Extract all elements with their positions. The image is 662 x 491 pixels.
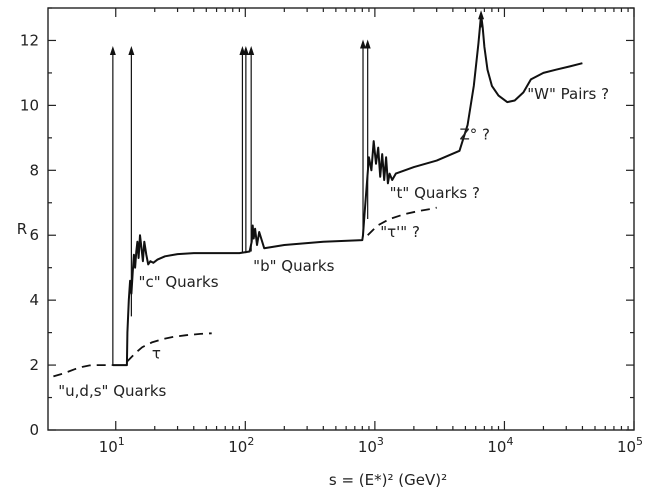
resonance-arrow-head: [109, 45, 116, 55]
x-tick-exponent: 1: [118, 435, 125, 448]
y-tick-label: 0: [29, 421, 39, 439]
x-tick-label: 102: [228, 435, 254, 456]
annotation-label: "c" Quarks: [139, 273, 219, 291]
annotation-label: Z° ?: [460, 125, 491, 143]
annotation-label: "b" Quarks: [253, 257, 334, 275]
dashed-curve-1: [53, 364, 113, 378]
dashed-curve-2: [126, 332, 212, 363]
y-tick-label: 2: [29, 356, 39, 374]
y-tick-label: 8: [29, 161, 39, 179]
annotation-label: "τ'" ?: [380, 223, 420, 241]
x-tick-label: 104: [487, 435, 513, 456]
r-ratio-curve: [112, 13, 583, 367]
x-tick-label: 103: [358, 435, 384, 456]
resonance-arrow-head: [242, 45, 249, 55]
x-tick-exponent: 5: [636, 435, 643, 448]
y-tick-label: 4: [29, 291, 39, 309]
x-tick-exponent: 3: [377, 435, 384, 448]
x-tick-exponent: 2: [247, 435, 254, 448]
x-axis-label: s = (E*)² (GeV)²: [329, 471, 447, 489]
annotation-label: τ: [152, 345, 161, 363]
resonance-arrow-head: [364, 39, 371, 49]
x-tick-label: 105: [617, 435, 643, 456]
y-tick-label: 10: [20, 96, 39, 114]
annotation-label: "W" Pairs ?: [527, 85, 609, 103]
annotation-label: "u,d,s" Quarks: [58, 382, 166, 400]
annotations: "u,d,s" Quarks τ "c" Quarks "b" Quarks "τ'" …: [58, 85, 609, 400]
chart-marks: [53, 10, 583, 378]
y-tick-label: 12: [20, 31, 39, 49]
resonance-arrow-head: [128, 45, 135, 55]
resonance-arrow-head: [360, 39, 367, 49]
x-tick-label: 101: [99, 435, 125, 456]
y-axis-label: R: [17, 220, 27, 238]
resonance-arrow-head: [248, 45, 255, 55]
plot-frame: [47, 7, 635, 431]
annotation-label: "t" Quarks ?: [390, 184, 480, 202]
z-peak-arrow-head: [478, 10, 485, 20]
axes: [47, 7, 635, 431]
x-tick-exponent: 4: [506, 435, 513, 448]
y-tick-label: 6: [29, 226, 39, 244]
